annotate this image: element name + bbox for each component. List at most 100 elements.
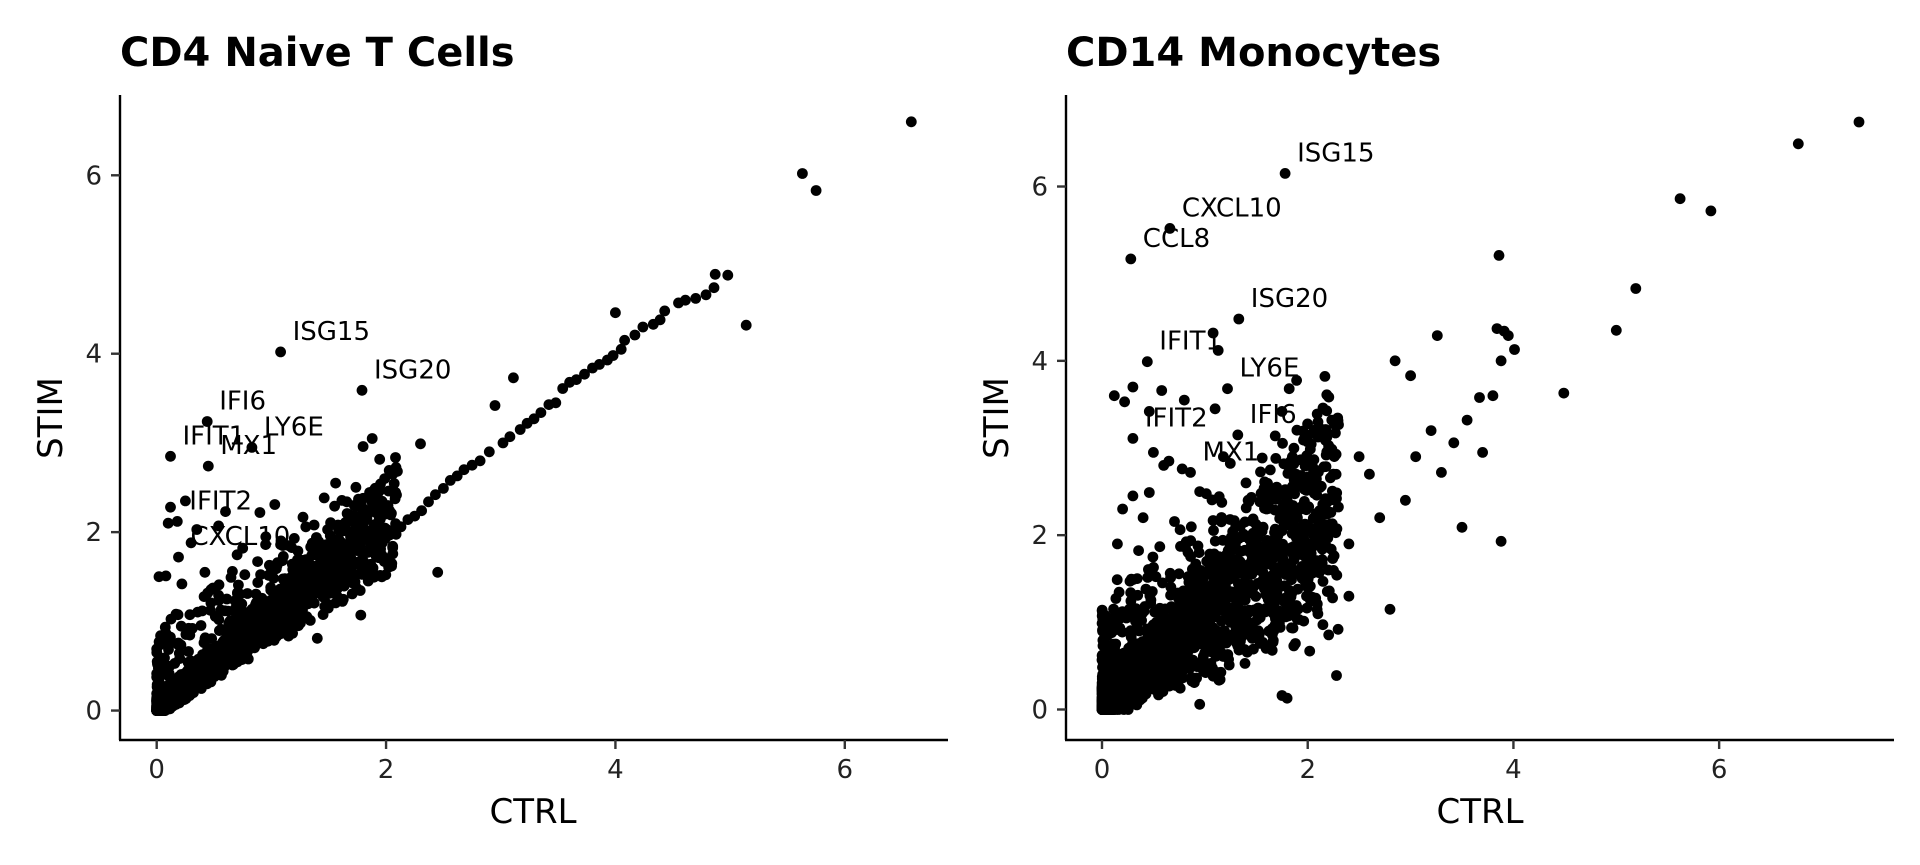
labeled-point [246,442,258,453]
data-point [1208,571,1220,583]
data-point [329,500,340,512]
data-point [1177,623,1188,635]
data-point [1261,503,1272,515]
data-point [317,609,329,620]
data-point [1425,425,1437,436]
data-point [1182,571,1194,583]
data-point [1277,553,1289,565]
data-point [252,577,264,588]
data-point [191,524,203,535]
data-point [1270,453,1282,464]
data-point [1431,330,1443,341]
data-point [329,587,341,599]
data-point [1283,383,1295,395]
data-point [1123,652,1135,664]
data-point [1410,451,1422,463]
labeled-point [1222,383,1233,395]
data-point [1242,616,1254,628]
data-point [269,499,281,510]
gene-label: MX1 [1203,437,1260,467]
data-point [168,683,179,695]
data-point [351,583,363,594]
data-point [1301,602,1313,614]
data-point [1165,652,1177,663]
data-point [1330,427,1341,439]
data-point [1156,652,1168,664]
data-point [278,574,290,586]
data-point [1260,604,1272,616]
data-point [353,493,364,505]
data-point [1317,402,1329,414]
data-point [1308,424,1320,436]
data-point [330,477,341,489]
data-point [1220,613,1232,624]
data-point [1288,442,1300,454]
data-point [162,639,174,651]
data-point [308,597,320,609]
data-point [206,633,218,644]
data-point [1187,583,1198,594]
data-point [1247,527,1259,539]
data-point [508,372,519,384]
data-point [342,516,354,527]
data-point [1288,549,1299,560]
data-point [215,623,227,635]
data-point [1114,613,1126,624]
data-point [183,646,194,657]
data-point [1266,629,1278,641]
data-point [1297,570,1309,582]
data-point [187,674,198,686]
data-point [1116,626,1128,638]
data-point [257,638,269,650]
data-point [239,569,251,581]
data-point [252,556,263,567]
data-point [1224,458,1236,469]
data-point [1312,416,1324,428]
data-point [1193,547,1205,558]
data-point [247,642,259,653]
data-point [1313,517,1325,529]
data-point [1181,662,1193,674]
data-point [171,695,183,707]
data-point [1276,525,1288,537]
data-point [242,653,254,665]
data-point [337,545,349,556]
data-point [1112,538,1123,550]
data-point [1123,689,1135,700]
data-point [350,481,362,493]
gene-label: LY6E [1240,354,1300,384]
y-tick-label: 0 [1031,695,1048,725]
data-point [254,507,266,518]
x-tick-label: 0 [1094,755,1111,785]
data-point [1343,538,1355,550]
data-point [347,559,359,570]
data-point [810,185,822,196]
data-point [1285,456,1296,467]
data-point [1269,430,1281,442]
data-point [274,583,286,595]
data-point [295,554,307,566]
data-point [1185,521,1197,533]
data-point [386,507,397,519]
data-point [296,587,307,599]
data-point [383,485,394,497]
data-point [1384,603,1396,615]
data-point [237,542,249,554]
data-point [213,589,225,601]
data-point [1209,535,1221,547]
labeled-point [1279,168,1291,179]
data-point [1213,551,1225,562]
data-point [1125,595,1137,607]
labeled-point [1185,467,1196,478]
data-point [225,618,236,630]
data-point [619,334,630,346]
data-point [1276,690,1288,701]
data-point [673,297,684,309]
data-point [395,521,407,533]
data-point [279,608,290,620]
data-point [1374,512,1386,524]
labeled-point [1125,253,1137,265]
x-tick-label: 6 [1711,755,1728,785]
